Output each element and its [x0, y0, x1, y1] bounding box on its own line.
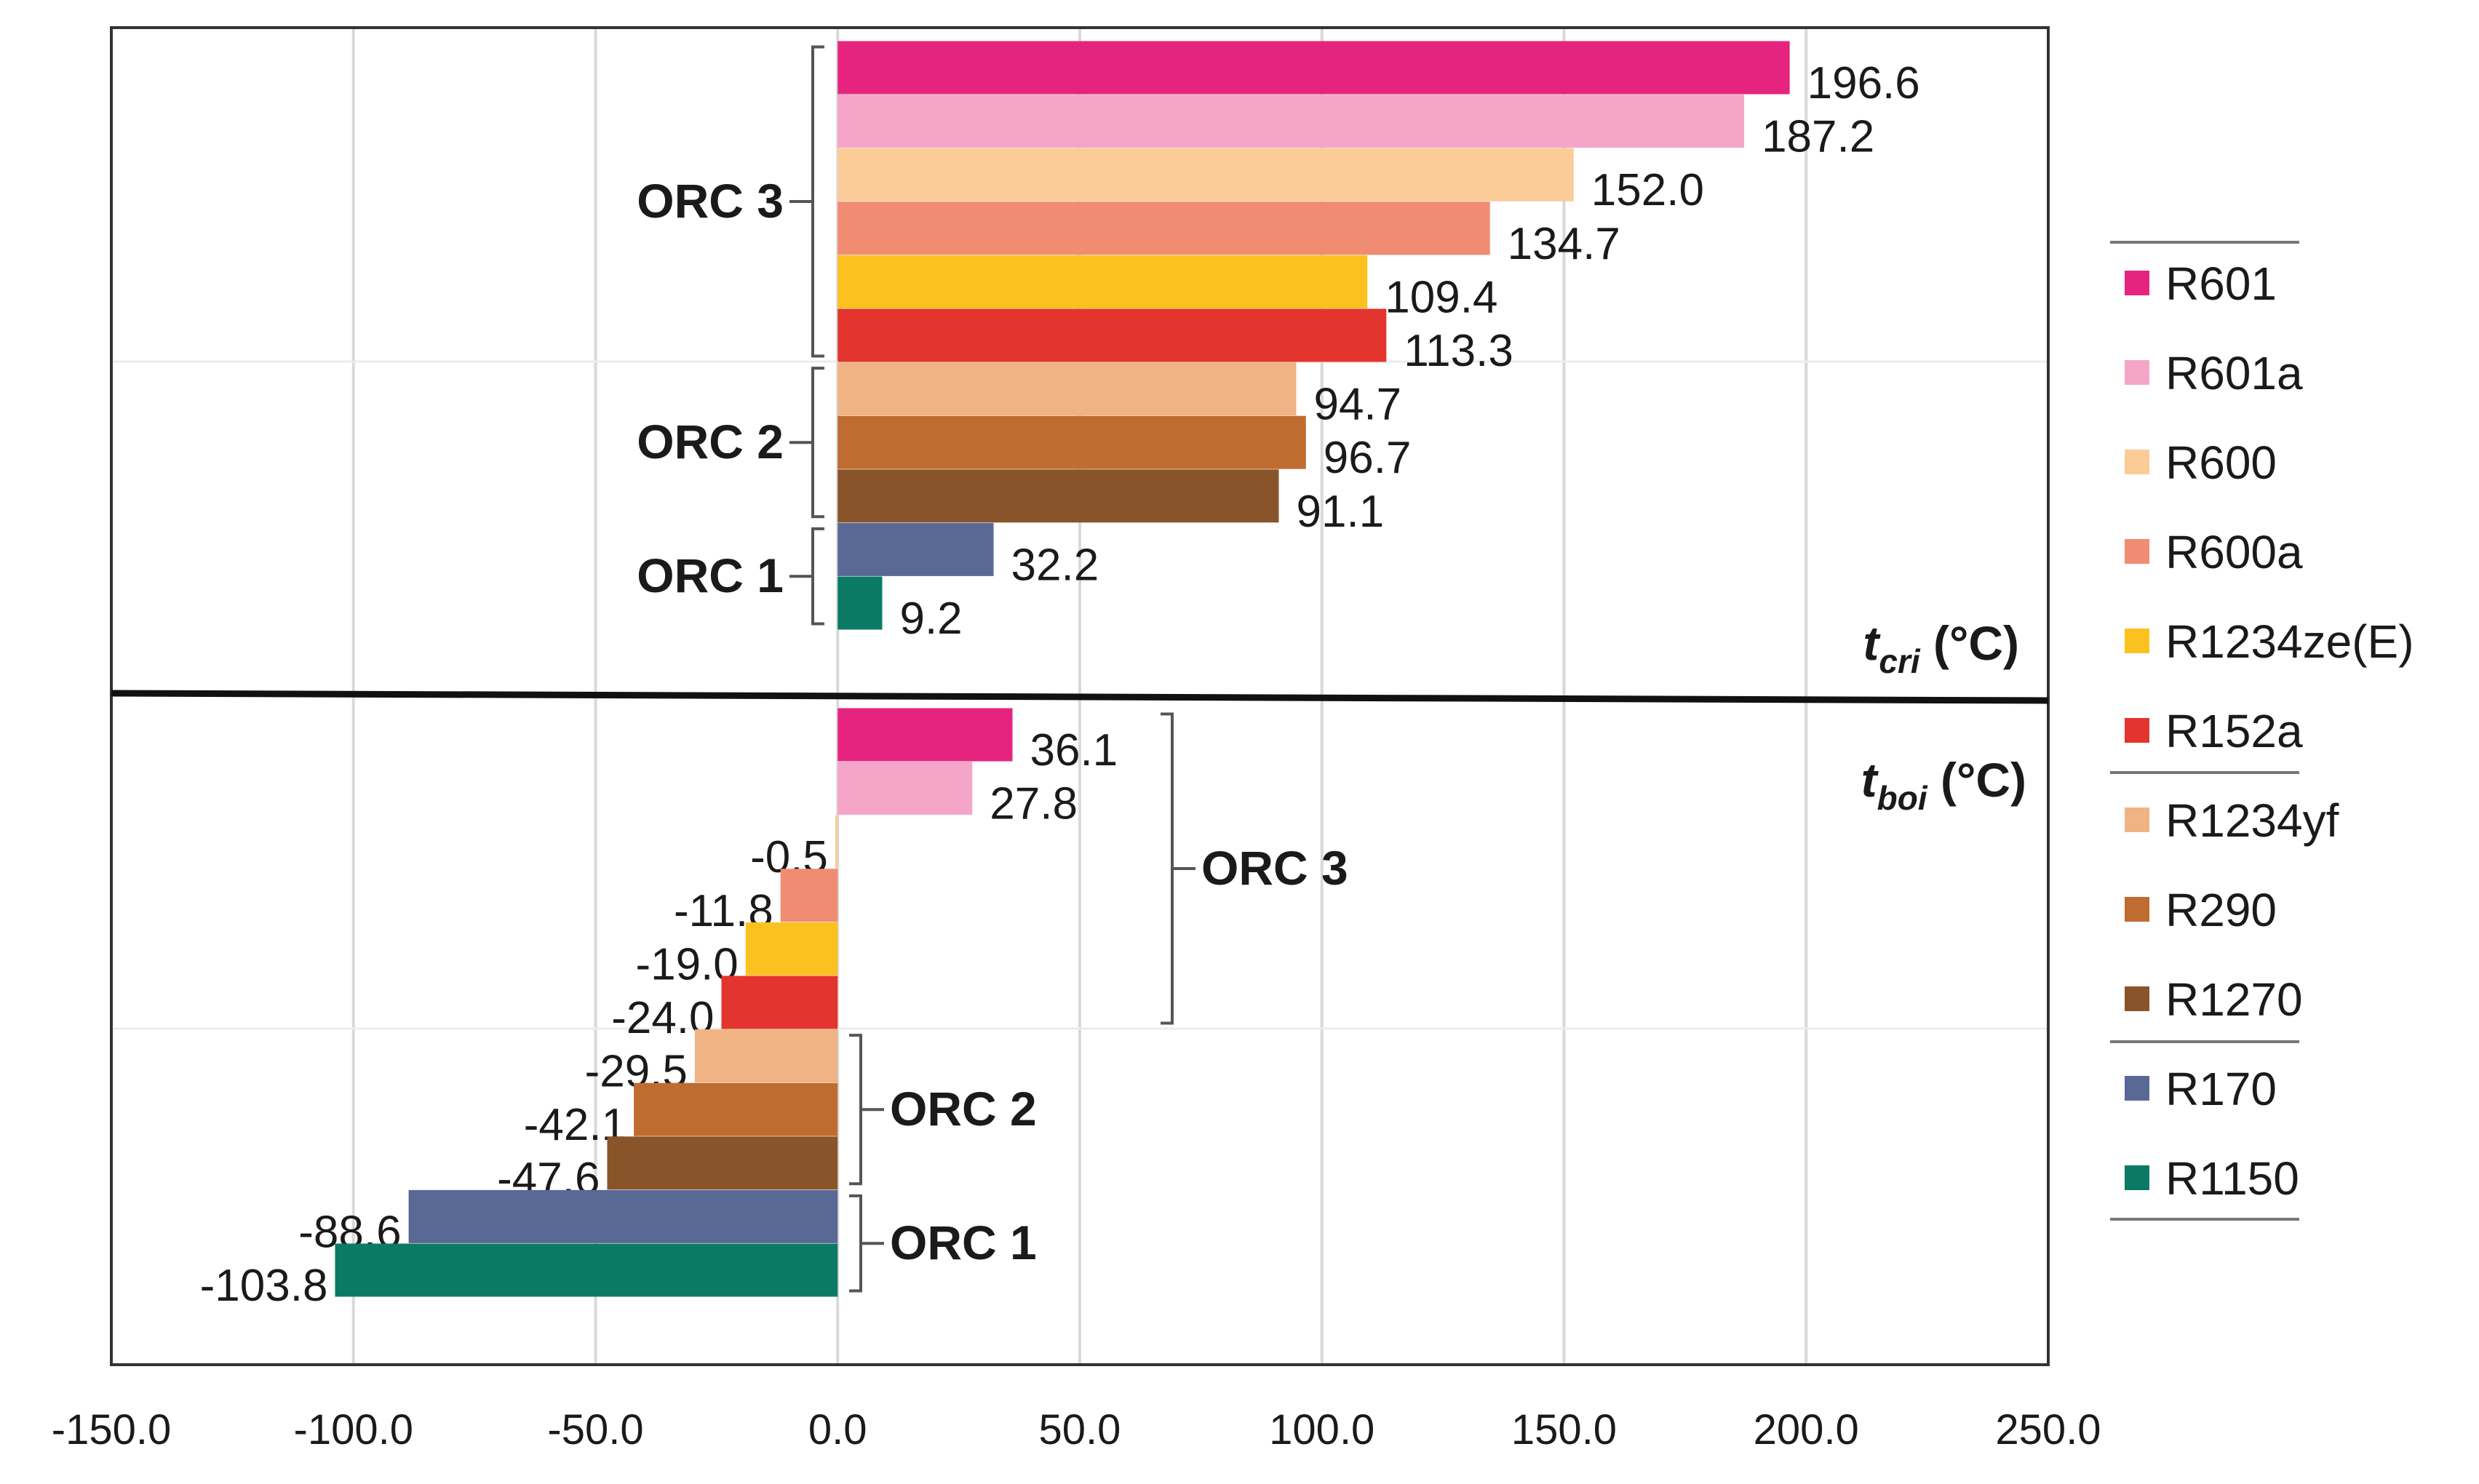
data-label: 27.8 [990, 779, 1078, 829]
x-tick-label: 150.0 [1511, 1406, 1617, 1453]
data-label: 94.7 [1313, 380, 1401, 430]
group-label-top-3: ORC 1 [637, 548, 784, 602]
bar-tboi-R152a [721, 976, 838, 1029]
group-label-top-2: ORC 2 [637, 415, 784, 468]
legend-label: R600a [2165, 526, 2303, 578]
legend-label: R170 [2165, 1063, 2277, 1115]
bracket-bottom-3 [849, 1194, 862, 1293]
legend-label: R152a [2165, 705, 2303, 757]
x-tick-label: 0.0 [808, 1406, 867, 1453]
group-label-bottom-2: ORC 2 [890, 1082, 1037, 1136]
data-label: 152.0 [1591, 165, 1704, 215]
legend-label: R1270 [2165, 973, 2303, 1026]
bar-tboi-R1150 [335, 1243, 838, 1297]
x-tick-label: -50.0 [547, 1406, 643, 1453]
bar-tboi-R290 [634, 1082, 838, 1136]
bar-tboi-R1234ze(E) [745, 922, 838, 976]
legend-label: R1234yf [2165, 794, 2339, 847]
bracket-top-2 [811, 367, 824, 519]
legend: R601 R601a R600 R600a R1234ze(E) R152a R1234yf… [2110, 241, 2414, 1221]
legend-label: R290 [2165, 884, 2277, 936]
bar-tboi-R600 [835, 815, 838, 869]
bracket-top-3 [811, 527, 824, 626]
bar-tcri-R600a [837, 202, 1490, 255]
data-label: 32.2 [1011, 540, 1099, 590]
legend-swatch-R600 [2125, 450, 2149, 474]
x-tick-label: 100.0 [1269, 1406, 1374, 1453]
data-label: 36.1 [1030, 725, 1118, 775]
legend-swatch-R290 [2125, 897, 2149, 922]
bar-tcri-R1234yf [837, 362, 1297, 416]
section-divider [111, 690, 2049, 704]
bracket-bottom-1 [1161, 712, 1174, 1025]
legend-label: R601 [2165, 258, 2277, 310]
x-tick-label: -150.0 [52, 1406, 171, 1453]
x-tick-label: 200.0 [1754, 1406, 1859, 1453]
bar-tcri-R1234ze(E) [837, 255, 1368, 308]
legend-swatch-R1234yf [2125, 807, 2149, 832]
data-label: 187.2 [1762, 112, 1874, 162]
legend-swatch-R1270 [2125, 986, 2149, 1011]
group-label-bottom-1: ORC 3 [1201, 841, 1348, 895]
bar-tboi-R1270 [607, 1136, 838, 1190]
bar-tboi-R600a [780, 869, 838, 922]
bar-tcri-R1270 [837, 469, 1279, 523]
data-label: 96.7 [1324, 433, 1412, 483]
bar-tboi-R601a [837, 762, 973, 815]
legend-label: R1150 [2165, 1152, 2299, 1205]
group-brackets: ORC 3 ORC 3 ORC 2 ORC 2 ORC 1 ORC 1 [637, 45, 1348, 1293]
legend-swatch-R1150 [2125, 1165, 2149, 1190]
legend-swatch-R170 [2125, 1076, 2149, 1101]
data-label: 196.6 [1807, 58, 1920, 108]
group-label-top-1: ORC 3 [637, 174, 784, 228]
bar-tcri-R600 [837, 148, 1574, 202]
bar-tcri-R1150 [837, 576, 883, 630]
bar-tboi-R170 [408, 1189, 838, 1243]
legend-swatch-R1234ze(E) [2125, 629, 2149, 653]
data-label: -103.8 [200, 1261, 328, 1311]
data-label: 134.7 [1508, 219, 1620, 269]
bar-tcri-R290 [837, 415, 1306, 469]
bar-tboi-R1234yf [694, 1029, 838, 1083]
legend-swatch-R601a [2125, 360, 2149, 385]
data-label: 91.1 [1297, 487, 1385, 537]
section-title-bottom: tboi (°C) [1861, 753, 2026, 817]
x-tick-label: 250.0 [1995, 1406, 2101, 1453]
legend-label: R600 [2165, 436, 2277, 489]
data-label: 9.2 [899, 594, 962, 644]
data-label: 113.3 [1404, 326, 1513, 376]
bar-tboi-R601 [837, 708, 1013, 762]
x-axis: -150.0 -100.0 -50.0 0.0 50.0 100.0 150.0 200.0 2… [52, 1406, 2101, 1453]
bracket-bottom-2 [849, 1034, 862, 1186]
legend-label: R601a [2165, 347, 2303, 399]
section-title-top: tcri (°C) [1863, 616, 2019, 680]
x-tick-label: -100.0 [294, 1406, 413, 1453]
group-label-bottom-3: ORC 1 [890, 1216, 1037, 1269]
bar-tcri-R152a [837, 308, 1387, 362]
bar-tcri-R601 [837, 41, 1790, 95]
legend-swatch-R600a [2125, 539, 2149, 564]
legend-swatch-R601 [2125, 271, 2149, 295]
legend-swatch-R152a [2125, 718, 2149, 743]
bar-tcri-R601a [837, 95, 1745, 148]
bracket-top-1 [811, 45, 824, 358]
x-tick-label: 50.0 [1039, 1406, 1121, 1453]
data-label: 109.4 [1385, 272, 1497, 322]
data-label: -19.0 [635, 939, 738, 989]
bar-tcri-R170 [837, 522, 994, 576]
legend-label: R1234ze(E) [2165, 615, 2414, 668]
